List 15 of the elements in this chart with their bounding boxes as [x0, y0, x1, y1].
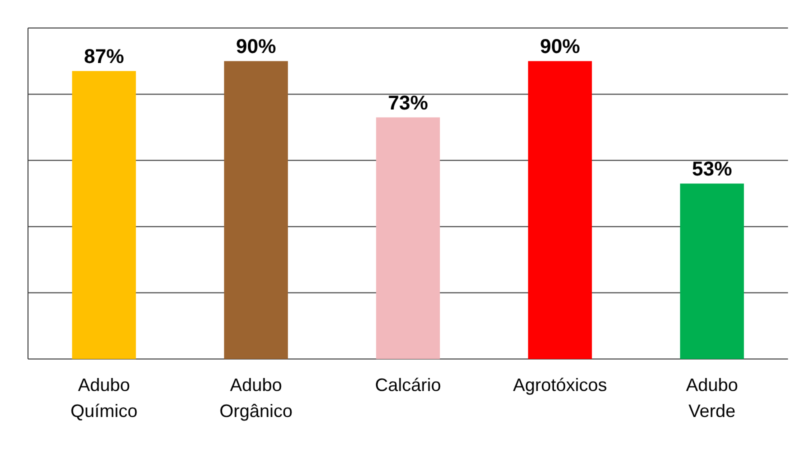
x-tick-label: Agrotóxicos: [512, 375, 608, 395]
data-label: 90%: [236, 36, 276, 58]
x-tick-label: Adubo Químico: [70, 375, 138, 421]
bar: [528, 61, 592, 359]
bar: [680, 184, 744, 359]
bar: [224, 61, 288, 359]
data-label: 53%: [692, 158, 732, 181]
data-label: 73%: [388, 92, 428, 114]
bar: [376, 117, 440, 359]
x-tick-label: Calcário: [374, 375, 442, 395]
bar: [72, 71, 136, 359]
data-label: 87%: [84, 46, 124, 68]
x-tick-label: Adubo Verde: [686, 375, 738, 421]
data-label: 90%: [540, 36, 580, 58]
x-tick-label: Adubo Orgânico: [219, 375, 293, 421]
